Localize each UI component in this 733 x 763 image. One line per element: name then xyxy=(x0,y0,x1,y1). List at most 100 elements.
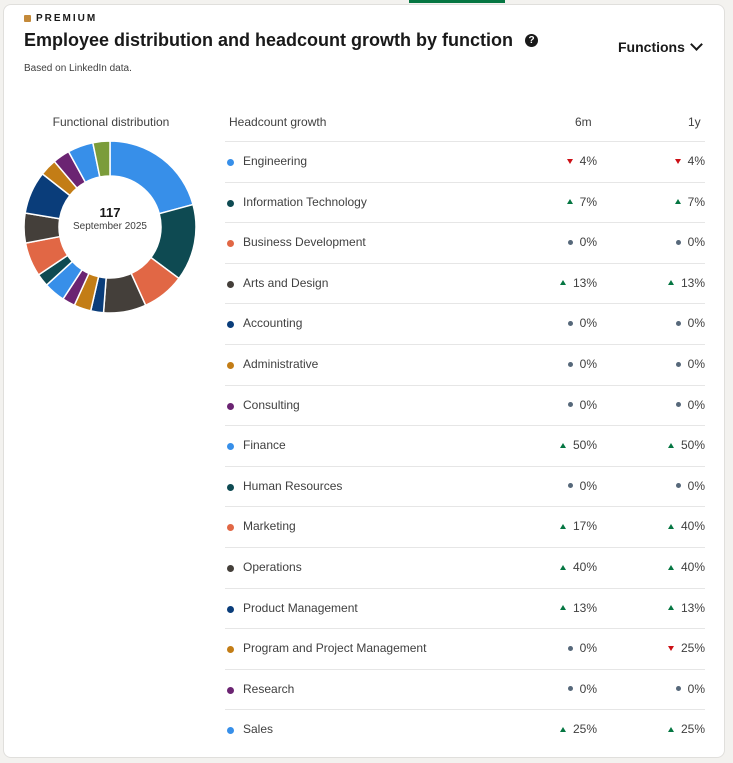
trend-up-icon xyxy=(559,605,566,611)
growth-6m: 40% xyxy=(559,560,597,574)
trend-up-icon xyxy=(559,726,566,732)
growth-6m-value: 0% xyxy=(579,478,597,493)
legend-dot xyxy=(227,159,234,166)
table-row[interactable]: Program and Project Management 0% 25% xyxy=(225,628,705,669)
growth-1y: 0% xyxy=(675,397,705,412)
trend-flat-icon xyxy=(567,320,573,326)
growth-6m-value: 4% xyxy=(579,154,597,168)
growth-6m: 13% xyxy=(559,275,597,290)
table-row[interactable]: Sales 25% 25% xyxy=(225,709,705,750)
premium-label: PREMIUM xyxy=(36,13,98,24)
table-row[interactable]: Engineering 4% 4% xyxy=(225,141,705,182)
trend-flat-icon xyxy=(567,402,573,408)
chevron-down-icon xyxy=(690,38,703,51)
legend-dot xyxy=(227,483,234,491)
trend-flat-icon xyxy=(567,483,573,489)
table-row[interactable]: Arts and Design 13% 13% xyxy=(225,262,705,304)
functions-dropdown[interactable]: Functions xyxy=(618,38,703,55)
distribution-date: September 2025 xyxy=(73,221,147,232)
growth-6m: 50% xyxy=(559,438,597,453)
growth-1y-value: 0% xyxy=(687,681,705,696)
distribution-label: Functional distribution xyxy=(52,115,170,129)
trend-flat-icon xyxy=(567,361,573,367)
function-name: Administrative xyxy=(243,357,319,371)
growth-6m: 25% xyxy=(559,722,597,736)
growth-1y: 7% xyxy=(674,194,705,209)
legend-dot xyxy=(227,565,234,572)
table-row[interactable]: Information Technology 7% 7% xyxy=(225,181,705,223)
trend-up-icon xyxy=(667,605,674,611)
card-title: Employee distribution and headcount grow… xyxy=(24,30,538,51)
table-row[interactable]: Administrative 0% 0% xyxy=(225,344,705,385)
growth-1y-value: 0% xyxy=(687,357,705,371)
growth-1y: 40% xyxy=(667,560,705,574)
legend-dot xyxy=(227,280,234,288)
growth-1y-value: 50% xyxy=(680,438,705,453)
trend-up-icon xyxy=(559,442,566,448)
donut-segment[interactable] xyxy=(91,141,111,178)
trend-flat-icon xyxy=(675,686,681,692)
growth-1y-value: 0% xyxy=(687,478,705,493)
growth-1y: 25% xyxy=(667,641,705,656)
growth-1y-value: 0% xyxy=(687,316,705,331)
function-name: Business Development xyxy=(243,235,366,250)
table-row[interactable]: Operations 40% 40% xyxy=(225,547,705,588)
table-row[interactable]: Business Development 0% 0% xyxy=(225,222,705,263)
function-name: Program and Project Management xyxy=(243,641,427,656)
growth-1y-value: 40% xyxy=(680,560,705,574)
growth-1y-value: 0% xyxy=(687,397,705,412)
legend-dot xyxy=(227,686,234,694)
growth-6m-value: 0% xyxy=(579,641,597,656)
function-name: Arts and Design xyxy=(243,275,329,290)
growth-6m-value: 40% xyxy=(572,560,597,574)
table-row[interactable]: Marketing 17% 40% xyxy=(225,506,705,547)
growth-1y-value: 25% xyxy=(680,722,705,737)
total-headcount: 117 xyxy=(99,205,121,220)
table-row[interactable]: Accounting 0% 0% xyxy=(225,303,705,344)
card-title-text: Employee distribution and headcount grow… xyxy=(24,30,513,50)
growth-1y-value: 25% xyxy=(680,641,705,656)
growth-1y-value: 13% xyxy=(680,600,705,615)
table-row[interactable]: Consulting 0% 0% xyxy=(225,384,705,426)
growth-6m-value: 50% xyxy=(572,438,597,453)
trend-flat-icon xyxy=(675,320,681,326)
growth-6m-value: 0% xyxy=(579,235,597,250)
help-icon[interactable]: ? xyxy=(525,34,538,47)
donut-segment[interactable] xyxy=(109,141,194,215)
growth-1y-value: 40% xyxy=(680,519,705,534)
growth-1y-value: 0% xyxy=(687,235,705,250)
table-row[interactable]: Human Resources 0% 0% xyxy=(225,465,705,507)
trend-flat-icon xyxy=(567,686,573,692)
growth-6m: 0% xyxy=(567,357,597,371)
function-name: Sales xyxy=(243,722,274,737)
trend-up-icon xyxy=(667,564,674,570)
growth-6m: 13% xyxy=(559,600,597,615)
growth-1y: 40% xyxy=(667,519,705,534)
trend-up-icon xyxy=(566,199,573,205)
growth-6m-value: 0% xyxy=(579,681,597,696)
growth-1y-value: 13% xyxy=(680,275,705,290)
table-row[interactable]: Research 0% 0% xyxy=(225,668,705,710)
growth-6m: 7% xyxy=(566,195,597,209)
trend-flat-icon xyxy=(675,361,681,367)
growth-1y-value: 7% xyxy=(687,194,705,209)
growth-6m: 0% xyxy=(567,641,597,656)
growth-6m-value: 13% xyxy=(572,600,597,615)
growth-6m: 0% xyxy=(567,681,597,696)
function-name: Engineering xyxy=(243,154,308,168)
column-header-6m: 6m xyxy=(575,115,592,129)
growth-1y: 4% xyxy=(674,154,705,168)
trend-up-icon xyxy=(559,564,566,570)
growth-6m-value: 0% xyxy=(579,357,597,371)
function-name: Information Technology xyxy=(243,194,367,209)
distribution-donut-chart xyxy=(24,141,196,313)
function-name: Consulting xyxy=(243,397,300,412)
legend-dot xyxy=(227,646,234,654)
growth-1y: 0% xyxy=(675,681,705,696)
growth-1y: 13% xyxy=(667,275,705,290)
table-row[interactable]: Product Management 13% 13% xyxy=(225,587,705,629)
table-row[interactable]: Finance 50% 50% xyxy=(225,425,705,466)
growth-6m-value: 13% xyxy=(572,275,597,290)
function-name: Operations xyxy=(243,560,302,574)
legend-dot xyxy=(227,402,234,410)
